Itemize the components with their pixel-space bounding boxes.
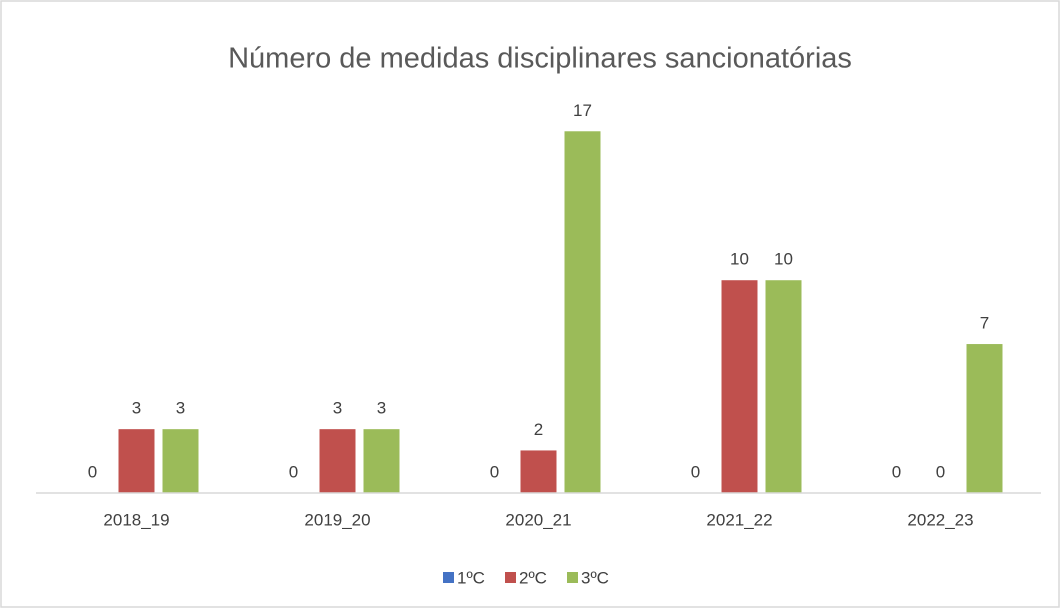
bar bbox=[363, 429, 400, 493]
data-label: 10 bbox=[730, 250, 749, 269]
data-label: 3 bbox=[132, 399, 141, 418]
data-label: 3 bbox=[176, 399, 185, 418]
data-label: 3 bbox=[377, 399, 386, 418]
bar bbox=[319, 429, 356, 493]
x-tick-label: 2022_23 bbox=[907, 510, 973, 529]
data-label: 2 bbox=[534, 420, 543, 439]
data-label: 3 bbox=[333, 399, 342, 418]
bar bbox=[765, 280, 802, 493]
data-label: 0 bbox=[936, 462, 945, 481]
bar bbox=[564, 131, 601, 493]
data-label: 17 bbox=[573, 101, 592, 120]
legend-swatch bbox=[567, 572, 578, 583]
data-label: 0 bbox=[691, 462, 700, 481]
data-label: 0 bbox=[289, 462, 298, 481]
x-tick-label: 2019_20 bbox=[304, 510, 370, 529]
data-label: 0 bbox=[490, 462, 499, 481]
bar bbox=[721, 280, 758, 493]
bar bbox=[966, 344, 1003, 493]
bar bbox=[520, 450, 557, 493]
legend-label: 2ºC bbox=[519, 568, 547, 587]
chart-title: Número de medidas disciplinares sanciona… bbox=[228, 43, 852, 75]
x-tick-label: 2018_19 bbox=[103, 510, 169, 529]
legend-label: 3ºC bbox=[581, 568, 609, 587]
data-label: 0 bbox=[892, 462, 901, 481]
data-label: 7 bbox=[980, 314, 989, 333]
legend-label: 1ºC bbox=[457, 568, 485, 587]
legend-swatch bbox=[443, 572, 454, 583]
x-tick-label: 2021_22 bbox=[706, 510, 772, 529]
bar bbox=[162, 429, 199, 493]
data-label: 10 bbox=[774, 250, 793, 269]
legend-swatch bbox=[505, 572, 516, 583]
x-tick-label: 2020_21 bbox=[505, 510, 571, 529]
data-label: 0 bbox=[88, 462, 97, 481]
bar bbox=[118, 429, 155, 493]
